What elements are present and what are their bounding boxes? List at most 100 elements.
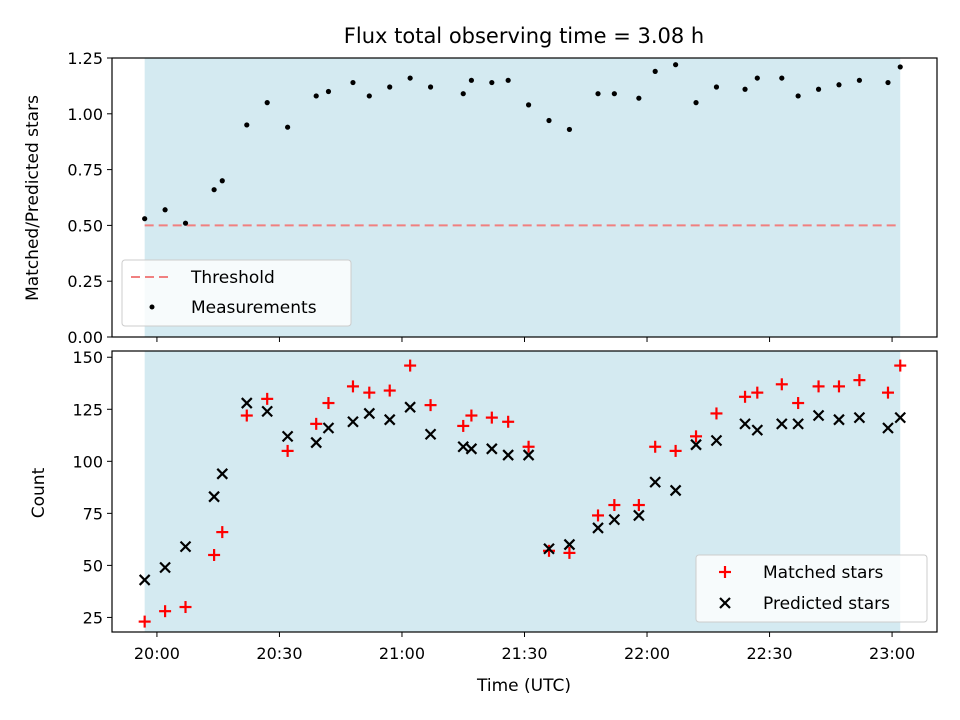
predicted-star-point xyxy=(465,443,478,455)
matched-star-point xyxy=(159,605,172,618)
measurement-point xyxy=(142,216,148,222)
predicted-star-point xyxy=(404,401,416,413)
predicted-star-point xyxy=(240,397,253,409)
measurement-points xyxy=(142,62,903,226)
measurement-point xyxy=(815,86,822,92)
matched-star-point xyxy=(632,499,645,512)
top-panel: 0.00 0.25 0.50 0.75 1.00 1.25 Flux total obse… xyxy=(23,24,938,347)
matched-star-point xyxy=(281,444,294,457)
legend-matched-marker xyxy=(719,566,731,578)
predicted-star-point xyxy=(159,561,171,574)
legend-measurements-marker xyxy=(149,304,155,310)
x-tick-label: 22:30 xyxy=(746,644,792,663)
matched-star-point xyxy=(812,380,825,393)
predicted-star-point xyxy=(592,522,604,534)
matched-star-point xyxy=(608,499,621,512)
measurement-point xyxy=(742,86,748,92)
measurement-point xyxy=(595,91,601,97)
measurement-point xyxy=(885,79,891,86)
measurement-point xyxy=(460,91,466,97)
measurement-point xyxy=(856,77,863,83)
matched-star-point xyxy=(775,378,788,391)
predicted-star-point xyxy=(179,540,192,553)
predicted-star-point xyxy=(138,574,151,586)
top-y-axis-label: Matched/Predicted stars xyxy=(23,95,43,301)
measurement-point xyxy=(313,93,319,99)
top-legend-box xyxy=(121,259,352,327)
matched-star-point xyxy=(522,440,535,453)
measurement-point xyxy=(652,68,658,74)
bottom-y-axis-label: Count xyxy=(29,467,49,518)
predicted-star-point xyxy=(208,490,220,503)
measurement-point xyxy=(244,122,250,128)
predicted-star-point xyxy=(543,542,555,555)
matched-star-point xyxy=(424,399,437,412)
measurement-point xyxy=(182,220,189,226)
measurement-point xyxy=(836,82,842,88)
measurement-point xyxy=(525,102,532,108)
matched-star-point xyxy=(457,419,470,432)
predicted-star-point xyxy=(216,468,229,480)
y-tick-label: 1.00 xyxy=(67,105,103,124)
matched-star-point xyxy=(404,359,417,372)
y-tick-label: 25 xyxy=(83,608,103,627)
measurement-point xyxy=(489,79,495,86)
matched-star-point xyxy=(669,444,682,457)
measurement-point xyxy=(407,75,413,81)
matched-star-point xyxy=(383,384,396,397)
predicted-star-point xyxy=(894,411,907,424)
predicted-star-point xyxy=(633,509,645,522)
matched-star-point xyxy=(690,430,703,443)
x-tick-label: 20:30 xyxy=(256,644,302,663)
matched-star-point xyxy=(485,411,498,424)
bottom-x-ticks: 20:00 20:30 21:00 21:30 22:00 22:30 23:00 xyxy=(134,632,915,663)
predicted-star-point xyxy=(486,443,498,455)
measurement-point xyxy=(611,91,617,97)
measurement-point xyxy=(693,100,699,106)
matched-star-point xyxy=(751,386,764,399)
matched-stars-points xyxy=(138,359,907,628)
matched-star-point xyxy=(208,548,221,561)
predicted-star-point xyxy=(261,405,273,418)
top-legend: Threshold Measurements xyxy=(121,259,352,327)
measurement-point xyxy=(264,100,270,106)
measurement-point xyxy=(219,178,225,184)
predicted-star-point xyxy=(363,407,376,420)
matched-star-point xyxy=(792,397,805,410)
matched-star-point xyxy=(592,509,605,522)
legend-measurements-label: Measurements xyxy=(191,298,317,318)
predicted-star-point xyxy=(383,413,396,426)
chart-title: Flux total observing time = 3.08 h xyxy=(344,24,704,48)
x-axis-label: Time (UTC) xyxy=(476,676,571,696)
measurement-point xyxy=(897,64,903,70)
predicted-star-point xyxy=(669,484,682,497)
matched-star-point xyxy=(894,359,907,372)
x-tick-label: 20:00 xyxy=(134,644,180,663)
bottom-panel: 25 50 75 100 125 150 20:00 20:30 21:00 21:30 22:0… xyxy=(29,348,938,696)
bottom-legend-box xyxy=(695,554,928,623)
measurement-point xyxy=(673,62,679,68)
matched-star-point xyxy=(346,380,359,393)
matched-star-point xyxy=(363,386,376,399)
y-tick-label: 1.25 xyxy=(67,49,103,68)
legend-matched-label: Matched stars xyxy=(763,563,883,583)
measurement-point xyxy=(505,77,511,83)
predicted-star-point xyxy=(649,476,661,488)
x-tick-label: 22:00 xyxy=(624,644,670,663)
measurement-point xyxy=(566,126,573,133)
matched-star-point xyxy=(261,392,274,405)
x-tick-label: 23:00 xyxy=(869,644,915,663)
y-tick-label: 0.00 xyxy=(67,328,103,347)
matched-star-point xyxy=(216,526,229,539)
x-tick-label: 21:30 xyxy=(501,644,547,663)
matched-star-point xyxy=(502,415,515,428)
predicted-star-point xyxy=(792,418,804,430)
matched-star-point xyxy=(710,407,723,420)
matched-star-point xyxy=(832,380,845,393)
predicted-star-point xyxy=(690,438,702,451)
predicted-star-point xyxy=(608,513,621,526)
matched-star-point xyxy=(310,417,323,430)
measurement-point xyxy=(387,84,393,90)
bottom-y-ticks: 25 50 75 100 125 150 xyxy=(72,348,112,627)
